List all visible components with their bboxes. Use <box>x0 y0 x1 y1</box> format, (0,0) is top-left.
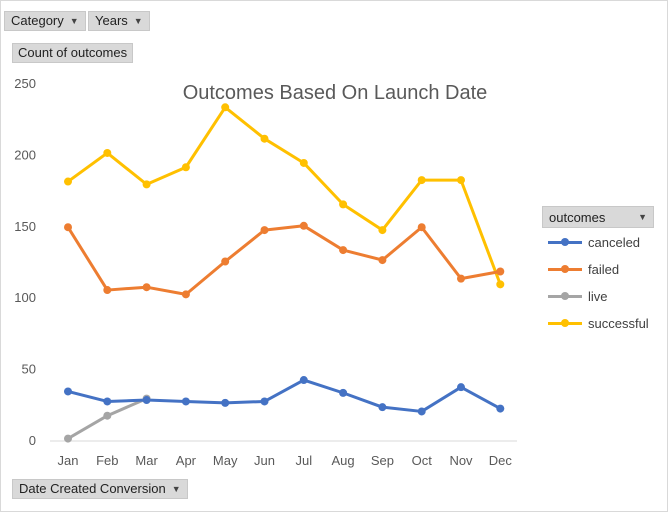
y-tick-label: 100 <box>14 290 36 305</box>
data-point-canceled <box>142 396 151 405</box>
data-point-successful <box>260 134 269 143</box>
y-tick-label: 150 <box>14 219 36 234</box>
data-point-canceled <box>64 387 72 396</box>
data-point-canceled <box>299 376 308 385</box>
data-point-failed <box>457 274 465 283</box>
series-line-failed <box>66 224 502 296</box>
legend-item-successful: successful <box>548 314 649 332</box>
data-point-successful <box>103 148 112 157</box>
legend-label: failed <box>588 261 620 277</box>
chevron-down-icon: ▼ <box>171 484 181 494</box>
chevron-down-icon: ▼ <box>69 16 79 26</box>
x-tick-label: May <box>213 453 238 468</box>
x-tick-label: Dec <box>489 453 513 468</box>
x-tick-label: Aug <box>332 453 355 468</box>
y-tick-label: 200 <box>14 147 36 162</box>
legend-label: successful <box>588 315 649 331</box>
legend-item-live: live <box>548 287 608 305</box>
legend-label: canceled <box>588 234 641 250</box>
date-created-filter-label: Date Created Conversion <box>19 481 166 496</box>
data-point-successful <box>339 200 348 209</box>
data-point-failed <box>260 226 269 235</box>
x-tick-label: Oct <box>412 453 433 468</box>
legend-item-failed: failed <box>548 260 619 278</box>
data-point-successful <box>378 226 387 235</box>
years-filter-label: Years <box>95 13 128 28</box>
data-point-canceled <box>378 403 387 412</box>
data-point-canceled <box>339 388 348 397</box>
x-tick-label: Feb <box>96 453 118 468</box>
data-point-successful <box>181 163 190 172</box>
y-tick-label: 250 <box>14 76 36 91</box>
x-tick-label: Jul <box>295 453 312 468</box>
legend-swatch-canceled <box>548 236 582 248</box>
data-point-canceled <box>181 397 190 406</box>
data-point-successful <box>221 103 230 112</box>
data-point-failed <box>64 223 72 232</box>
chart-title: Outcomes Based On Launch Date <box>183 82 488 104</box>
data-point-failed <box>221 257 230 266</box>
category-filter-label: Category <box>11 13 64 28</box>
data-point-failed <box>339 246 348 255</box>
y-tick-label: 50 <box>22 362 36 377</box>
data-point-failed <box>181 290 190 299</box>
data-point-successful <box>496 280 505 289</box>
data-point-canceled <box>457 383 465 392</box>
data-point-canceled <box>260 397 269 406</box>
x-tick-label: Mar <box>135 453 158 468</box>
x-tick-label: Jan <box>58 453 79 468</box>
category-filter-button[interactable]: Category ▼ <box>4 11 86 31</box>
data-point-failed <box>417 223 426 232</box>
legend-label: live <box>588 288 608 304</box>
legend-swatch-live <box>548 290 582 302</box>
data-point-failed <box>496 267 505 276</box>
series-line-successful <box>66 105 502 286</box>
data-point-canceled <box>496 404 505 413</box>
x-tick-label: Apr <box>176 453 197 468</box>
legend-title: outcomes <box>549 209 606 225</box>
x-tick-label: Sep <box>371 453 394 468</box>
y-tick-label: 0 <box>29 433 36 448</box>
date-created-filter-button[interactable]: Date Created Conversion ▼ <box>12 479 188 499</box>
data-point-successful <box>64 177 72 186</box>
data-point-failed <box>103 286 112 295</box>
x-tick-label: Nov <box>449 453 473 468</box>
outcomes-legend-filter[interactable]: outcomes ▼ <box>542 206 654 228</box>
years-filter-button[interactable]: Years ▼ <box>88 11 150 31</box>
data-point-successful <box>299 158 308 167</box>
x-tick-label: Jun <box>254 453 275 468</box>
legend-swatch-successful <box>548 317 582 329</box>
data-point-successful <box>417 176 426 185</box>
legend-swatch-failed <box>548 263 582 275</box>
data-point-failed <box>299 221 308 230</box>
data-point-successful <box>457 176 465 185</box>
data-point-canceled <box>221 398 230 407</box>
chevron-down-icon: ▼ <box>133 16 143 26</box>
data-point-failed <box>142 283 151 292</box>
data-point-canceled <box>103 397 112 406</box>
data-point-successful <box>142 180 151 189</box>
legend-item-canceled: canceled <box>548 233 640 251</box>
value-field-label: Count of outcomes <box>12 43 134 63</box>
data-point-live <box>103 411 112 420</box>
data-point-canceled <box>417 407 426 416</box>
chevron-down-icon: ▼ <box>638 212 647 222</box>
data-point-live <box>64 434 72 443</box>
series-line-canceled <box>66 378 502 413</box>
data-point-failed <box>378 256 387 265</box>
